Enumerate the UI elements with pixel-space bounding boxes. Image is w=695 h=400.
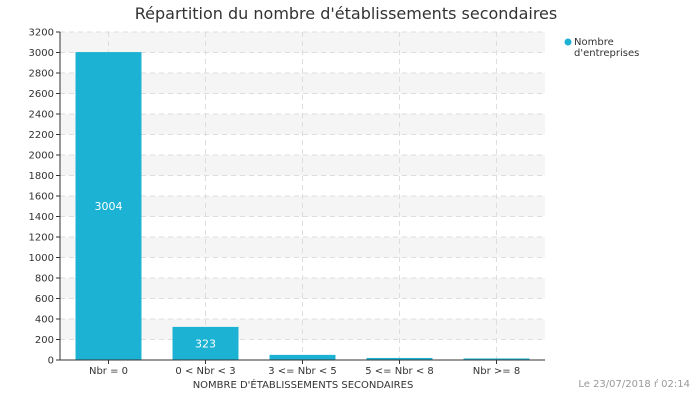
bar[interactable]	[463, 358, 530, 360]
plot-band	[60, 73, 545, 94]
bar[interactable]	[172, 326, 239, 360]
y-tick-label: 200	[35, 335, 54, 346]
y-tick-label: 1000	[29, 253, 54, 264]
x-tick-label: 0 < Nbr < 3	[175, 366, 235, 377]
plot-band	[60, 155, 545, 176]
bar-data-label: 323	[195, 337, 216, 350]
y-tick-label: 1400	[29, 212, 54, 223]
y-tick-label: 2800	[29, 69, 54, 80]
x-tick-label: 3 <= Nbr < 5	[268, 366, 337, 377]
generation-timestamp: Le 23/07/2018 ŕ 02:14	[578, 378, 690, 390]
bars	[75, 52, 530, 361]
y-tick-label: 2200	[29, 130, 54, 141]
x-tick-label: Nbr = 0	[89, 366, 128, 377]
y-tick-label: 2000	[29, 151, 54, 162]
legend[interactable]: Nombre d'entreprises	[564, 37, 640, 59]
bar[interactable]	[269, 354, 336, 360]
y-tick-label: 0	[48, 356, 54, 367]
legend-label-line2: d'entreprises	[574, 48, 639, 59]
x-tick-label: Nbr >= 8	[473, 366, 520, 377]
data-labels: 3004 323	[95, 200, 217, 350]
y-tick-label: 3200	[29, 28, 54, 39]
x-tick-labels: Nbr = 0 0 < Nbr < 3 3 <= Nbr < 5 5 <= Nbr <…	[89, 360, 520, 377]
y-tick-label: 3000	[29, 48, 54, 59]
y-tick-label: 1600	[29, 192, 54, 203]
legend-label-line1: Nombre	[574, 37, 614, 48]
y-tick-labels: 0 200 400 600 800 1000 1200 1400 1600 1800 2000 220…	[29, 28, 60, 367]
y-tick-label: 2400	[29, 110, 54, 121]
plot-band	[60, 237, 545, 258]
legend-marker	[564, 38, 572, 46]
y-tick-label: 800	[35, 274, 54, 285]
y-tick-label: 1200	[29, 233, 54, 244]
x-axis-label: NOMBRE D'ÉTABLISSEMENTS SECONDAIRES	[193, 378, 414, 391]
y-tick-label: 2600	[29, 89, 54, 100]
bar-data-label: 3004	[95, 200, 123, 213]
bar[interactable]	[366, 357, 433, 360]
bar[interactable]	[75, 52, 142, 361]
chart-title: Répartition du nombre d'établissements s…	[135, 4, 557, 23]
y-tick-label: 600	[35, 294, 54, 305]
x-tick-label: 5 <= Nbr < 8	[365, 366, 434, 377]
y-tick-label: 400	[35, 315, 54, 326]
y-tick-label: 1800	[29, 171, 54, 182]
